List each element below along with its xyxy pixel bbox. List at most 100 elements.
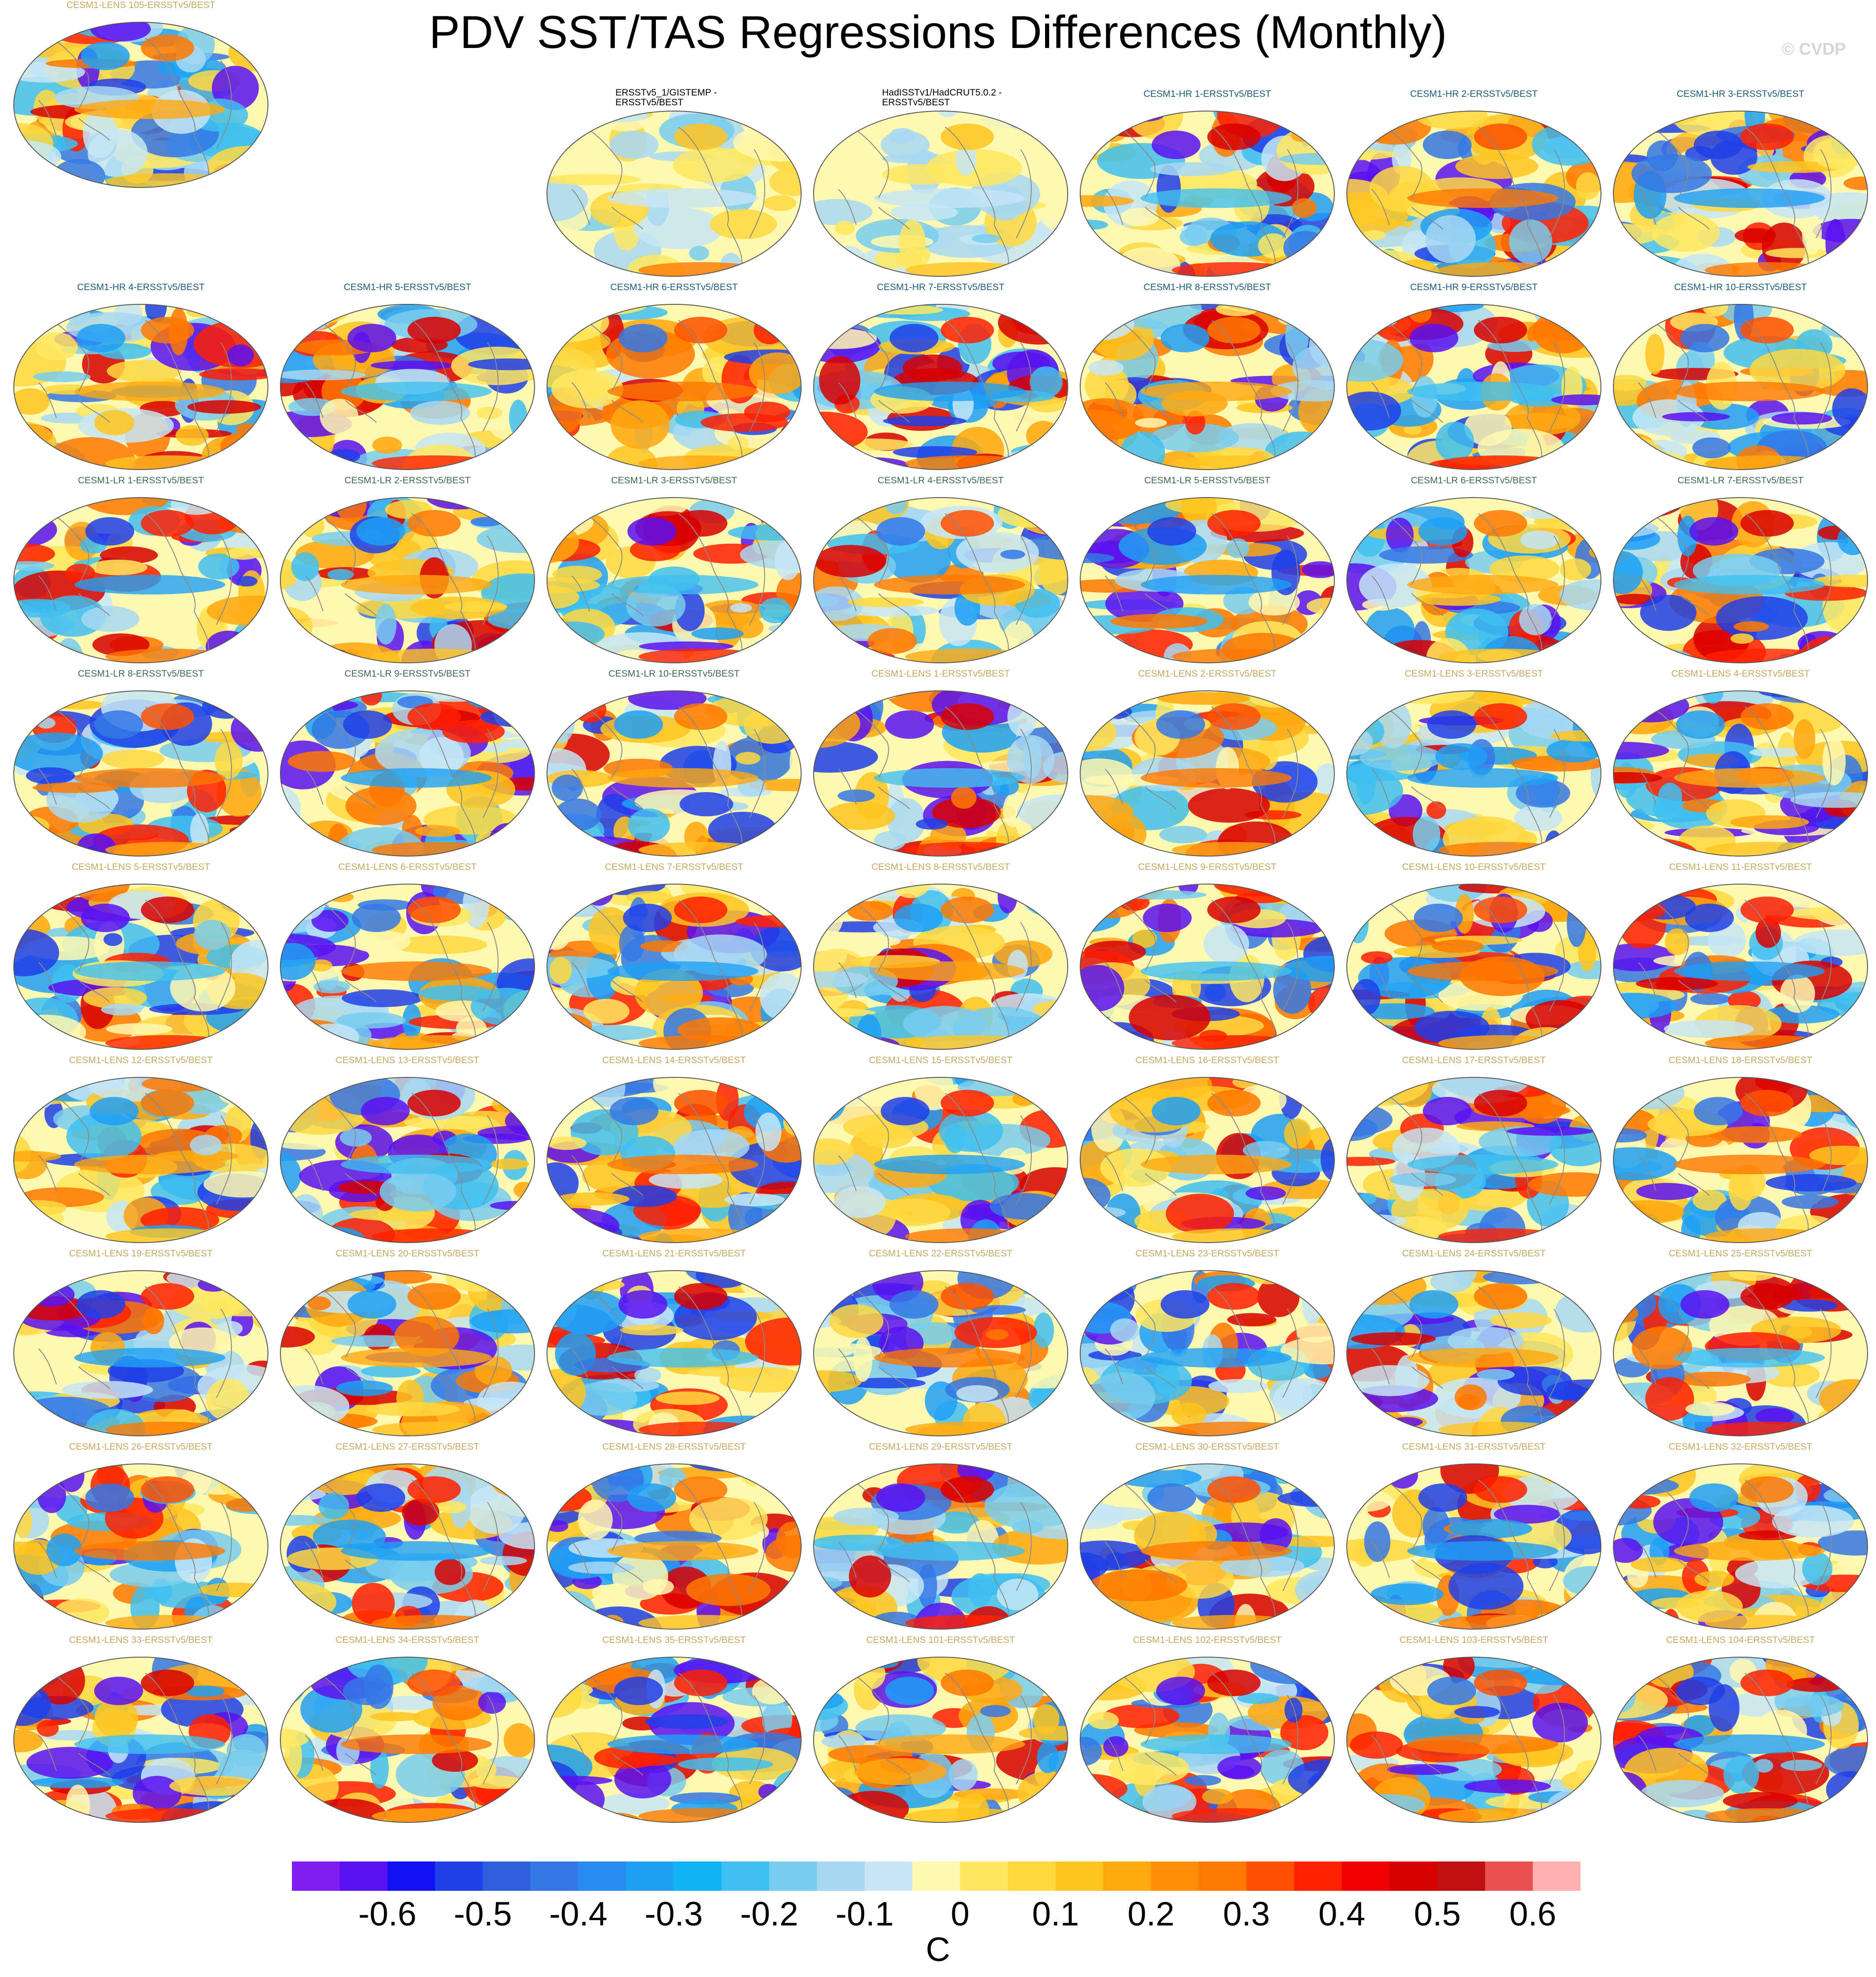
- map-panel: CESM1-HR 1-ERSSTv5/BEST: [1074, 89, 1341, 280]
- map-panel: CESM1-HR 2-ERSSTv5/BEST: [1341, 89, 1607, 280]
- colorbar-swatch: [1246, 1861, 1295, 1891]
- map-panel: CESM1-LENS 29-ERSSTv5/BEST: [807, 1442, 1074, 1633]
- regression-map: [13, 1077, 268, 1243]
- map-panel: CESM1-LENS 105-ERSSTv5/BEST: [8, 0, 274, 191]
- colorbar-tick-label: -0.4: [549, 1895, 607, 1933]
- map-panel: CESM1-LENS 11-ERSSTv5/BEST: [1607, 862, 1874, 1053]
- map-panel: CESM1-HR 4-ERSSTv5/BEST: [8, 282, 274, 473]
- regression-map: [1346, 1657, 1601, 1823]
- regression-map: [280, 1077, 535, 1243]
- regression-map: [813, 884, 1068, 1050]
- panel-title: CESM1-LENS 29-ERSSTv5/BEST: [869, 1442, 1013, 1452]
- panel-title: CESM1-LENS 8-ERSSTv5/BEST: [871, 862, 1010, 872]
- map-panel: CESM1-LENS 33-ERSSTv5/BEST: [8, 1635, 274, 1826]
- panel-title: CESM1-LENS 18-ERSSTv5/BEST: [1668, 1055, 1812, 1065]
- panel-title: CESM1-HR 10-ERSSTv5/BEST: [1674, 282, 1807, 292]
- map-panel: HadISSTv1/HadCRUT5.0.2 - ERSSTv5/BEST: [807, 88, 1074, 280]
- map-panel: CESM1-LENS 3-ERSSTv5/BEST: [1341, 669, 1607, 860]
- panel-title: CESM1-LENS 23-ERSSTv5/BEST: [1135, 1248, 1279, 1259]
- panel-title: CESM1-HR 5-ERSSTv5/BEST: [343, 282, 471, 292]
- panel-title: CESM1-LENS 12-ERSSTv5/BEST: [69, 1055, 213, 1065]
- colorbar-tick-label: 0.2: [1127, 1895, 1175, 1933]
- regression-map: [813, 1657, 1068, 1823]
- colorbar-tick-label: 0.6: [1509, 1895, 1557, 1933]
- map-panel: CESM1-LENS 6-ERSSTv5/BEST: [274, 862, 541, 1053]
- map-panel: CESM1-HR 8-ERSSTv5/BEST: [1074, 282, 1341, 473]
- map-panel: CESM1-LENS 5-ERSSTv5/BEST: [8, 862, 274, 1053]
- regression-map: [1613, 884, 1868, 1050]
- regression-map: [1080, 497, 1335, 663]
- map-panel: CESM1-LENS 102-ERSSTv5/BEST: [1074, 1635, 1341, 1826]
- panel-title: CESM1-LR 8-ERSSTv5/BEST: [78, 669, 204, 679]
- colorbar-tick-labels: -0.6 -0.5 -0.4 -0.3 -0.2 -0.1 0 0.1 0.2 0.3 0.4 0.5…: [0, 1895, 1876, 1939]
- colorbar-tick-label: -0.2: [740, 1895, 798, 1933]
- regression-map: [1346, 1077, 1601, 1243]
- colorbar-swatch: [387, 1861, 435, 1891]
- panel-title: CESM1-LENS 28-ERSSTv5/BEST: [602, 1442, 746, 1452]
- colorbar-swatch: [1437, 1861, 1485, 1891]
- map-panel: CESM1-LENS 12-ERSSTv5/BEST: [8, 1055, 274, 1246]
- map-panel: CESM1-LR 5-ERSSTv5/BEST: [1074, 475, 1341, 666]
- colorbar-tick-label: 0.4: [1318, 1895, 1365, 1933]
- colorbar-swatch: [339, 1861, 388, 1891]
- map-panel: CESM1-LENS 20-ERSSTv5/BEST: [274, 1248, 541, 1439]
- map-panel: CESM1-LENS 4-ERSSTv5/BEST: [1607, 669, 1874, 860]
- regression-map: [280, 1463, 535, 1630]
- panel-title: CESM1-LENS 11-ERSSTv5/BEST: [1669, 862, 1812, 872]
- colorbar-swatch: [912, 1861, 961, 1891]
- panel-title: CESM1-LENS 21-ERSSTv5/BEST: [602, 1248, 746, 1259]
- regression-map: [1613, 1463, 1868, 1630]
- regression-map: [1080, 304, 1335, 470]
- map-panel: CESM1-HR 3-ERSSTv5/BEST: [1607, 89, 1874, 280]
- regression-map: [1080, 1657, 1335, 1823]
- panel-title: CESM1-LENS 27-ERSSTv5/BEST: [335, 1442, 479, 1452]
- regression-map: [13, 884, 268, 1050]
- panel-title: CESM1-LENS 4-ERSSTv5/BEST: [1671, 669, 1810, 679]
- panel-title: CESM1-LENS 33-ERSSTv5/BEST: [69, 1635, 213, 1645]
- map-panel: CESM1-LENS 23-ERSSTv5/BEST: [1074, 1248, 1341, 1439]
- panel-title: CESM1-LENS 17-ERSSTv5/BEST: [1402, 1055, 1546, 1065]
- regression-map: [1613, 1077, 1868, 1243]
- map-panel: CESM1-HR 9-ERSSTv5/BEST: [1341, 282, 1607, 473]
- panel-title: CESM1-LENS 3-ERSSTv5/BEST: [1405, 669, 1543, 679]
- map-panel: CESM1-LENS 31-ERSSTv5/BEST: [1341, 1442, 1607, 1633]
- panel-title: CESM1-LR 5-ERSSTv5/BEST: [1144, 475, 1270, 486]
- regression-map: [1080, 884, 1335, 1050]
- map-panel: CESM1-LR 3-ERSSTv5/BEST: [541, 475, 807, 666]
- colorbar-swatch: [1341, 1861, 1390, 1891]
- regression-map: [1613, 1270, 1868, 1436]
- regression-map: [13, 1270, 268, 1436]
- regression-map: [547, 497, 802, 663]
- map-panel: CESM1-LENS 14-ERSSTv5/BEST: [541, 1055, 807, 1246]
- colorbar-tick-label: -0.1: [835, 1895, 894, 1933]
- map-panel: CESM1-LR 6-ERSSTv5/BEST: [1341, 475, 1607, 666]
- map-panel: CESM1-LENS 7-ERSSTv5/BEST: [541, 862, 807, 1053]
- regression-map: [13, 497, 268, 663]
- regression-map: [280, 1270, 535, 1436]
- colorbar-swatch: [674, 1861, 722, 1891]
- map-panel: CESM1-LENS 26-ERSSTv5/BEST: [8, 1442, 274, 1633]
- panel-title: CESM1-HR 6-ERSSTv5/BEST: [610, 282, 738, 292]
- colorbar-swatch: [1103, 1861, 1151, 1891]
- panel-title: CESM1-LENS 30-ERSSTv5/BEST: [1135, 1442, 1279, 1452]
- colorbar-swatch: [769, 1861, 817, 1891]
- panel-title: CESM1-HR 4-ERSSTv5/BEST: [77, 282, 205, 292]
- map-panel: CESM1-LENS 104-ERSSTv5/BEST: [1607, 1635, 1874, 1826]
- regression-map: [13, 1463, 268, 1630]
- colorbar-swatch: [864, 1861, 913, 1891]
- regression-map: [813, 1077, 1068, 1243]
- colorbar-tick-label: -0.3: [644, 1895, 703, 1933]
- panel-title: CESM1-LENS 6-ERSSTv5/BEST: [338, 862, 477, 872]
- regression-map: [813, 497, 1068, 663]
- regression-map: [547, 1270, 802, 1436]
- figure-title: PDV SST/TAS Regressions Differences (Mon…: [429, 7, 1447, 58]
- colorbar-swatch: [1294, 1861, 1342, 1891]
- panel-title: CESM1-LENS 103-ERSSTv5/BEST: [1399, 1635, 1549, 1645]
- regression-map: [280, 497, 535, 663]
- map-panel: CESM1-LR 8-ERSSTv5/BEST: [8, 669, 274, 860]
- map-panel: CESM1-LENS 1-ERSSTv5/BEST: [807, 669, 1074, 860]
- regression-map: [547, 690, 802, 857]
- map-panel: CESM1-LENS 32-ERSSTv5/BEST: [1607, 1442, 1874, 1633]
- regression-map: [13, 304, 268, 470]
- map-panel: CESM1-LENS 27-ERSSTv5/BEST: [274, 1442, 541, 1633]
